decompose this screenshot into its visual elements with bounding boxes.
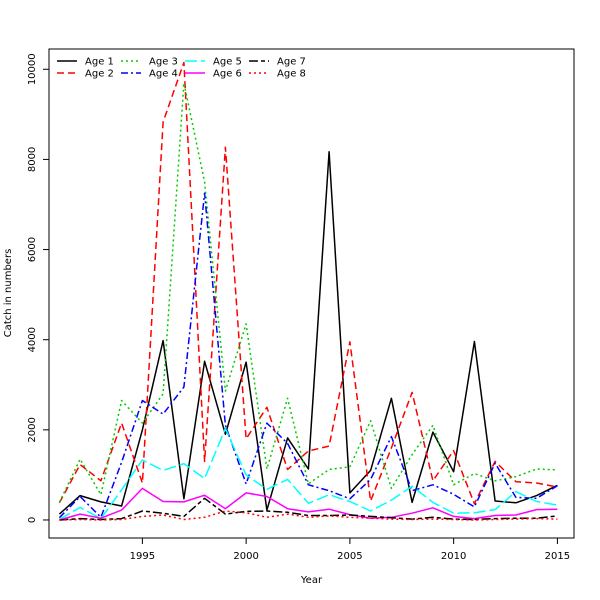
legend-label: Age 6 bbox=[213, 69, 242, 80]
legend-label: Age 4 bbox=[149, 69, 178, 80]
y-tick-label: 0 bbox=[27, 517, 38, 523]
series-line-age-8 bbox=[59, 510, 558, 521]
series-line-age-3 bbox=[58, 82, 558, 503]
series-line-age-5 bbox=[59, 427, 558, 521]
legend-label: Age 3 bbox=[149, 57, 178, 68]
x-axis-title: Year bbox=[300, 575, 323, 586]
x-tick-label: 2005 bbox=[337, 551, 362, 562]
plot-frame bbox=[48, 48, 575, 539]
series-line-age-4 bbox=[58, 192, 558, 519]
legend-label: Age 7 bbox=[277, 57, 306, 68]
legend-label: Age 2 bbox=[85, 69, 114, 80]
x-tick-label: 2010 bbox=[441, 551, 466, 562]
y-tick-label: 4000 bbox=[27, 327, 38, 352]
legend-label: Age 8 bbox=[277, 69, 306, 80]
x-tick-label: 2000 bbox=[233, 551, 258, 562]
series-line-age-1 bbox=[58, 151, 558, 515]
series-line-age-7 bbox=[59, 497, 558, 521]
x-axis: 1995 2000 2005 2010 2015 bbox=[130, 537, 570, 562]
y-tick-label: 10000 bbox=[27, 53, 38, 85]
y-axis: 0 2000 4000 6000 8000 10000 bbox=[27, 53, 50, 523]
series-lines bbox=[58, 61, 558, 521]
y-tick-label: 2000 bbox=[27, 417, 38, 442]
y-tick-label: 6000 bbox=[27, 237, 38, 262]
y-tick-label: 8000 bbox=[27, 147, 38, 172]
series-line-age-2 bbox=[58, 61, 558, 505]
legend-label: Age 1 bbox=[85, 57, 114, 68]
x-tick-label: 2015 bbox=[545, 551, 570, 562]
y-axis-title: Catch in numbers bbox=[3, 249, 14, 338]
series-line-age-6 bbox=[59, 487, 558, 521]
legend-label: Age 5 bbox=[213, 57, 242, 68]
x-tick-label: 1995 bbox=[130, 551, 155, 562]
